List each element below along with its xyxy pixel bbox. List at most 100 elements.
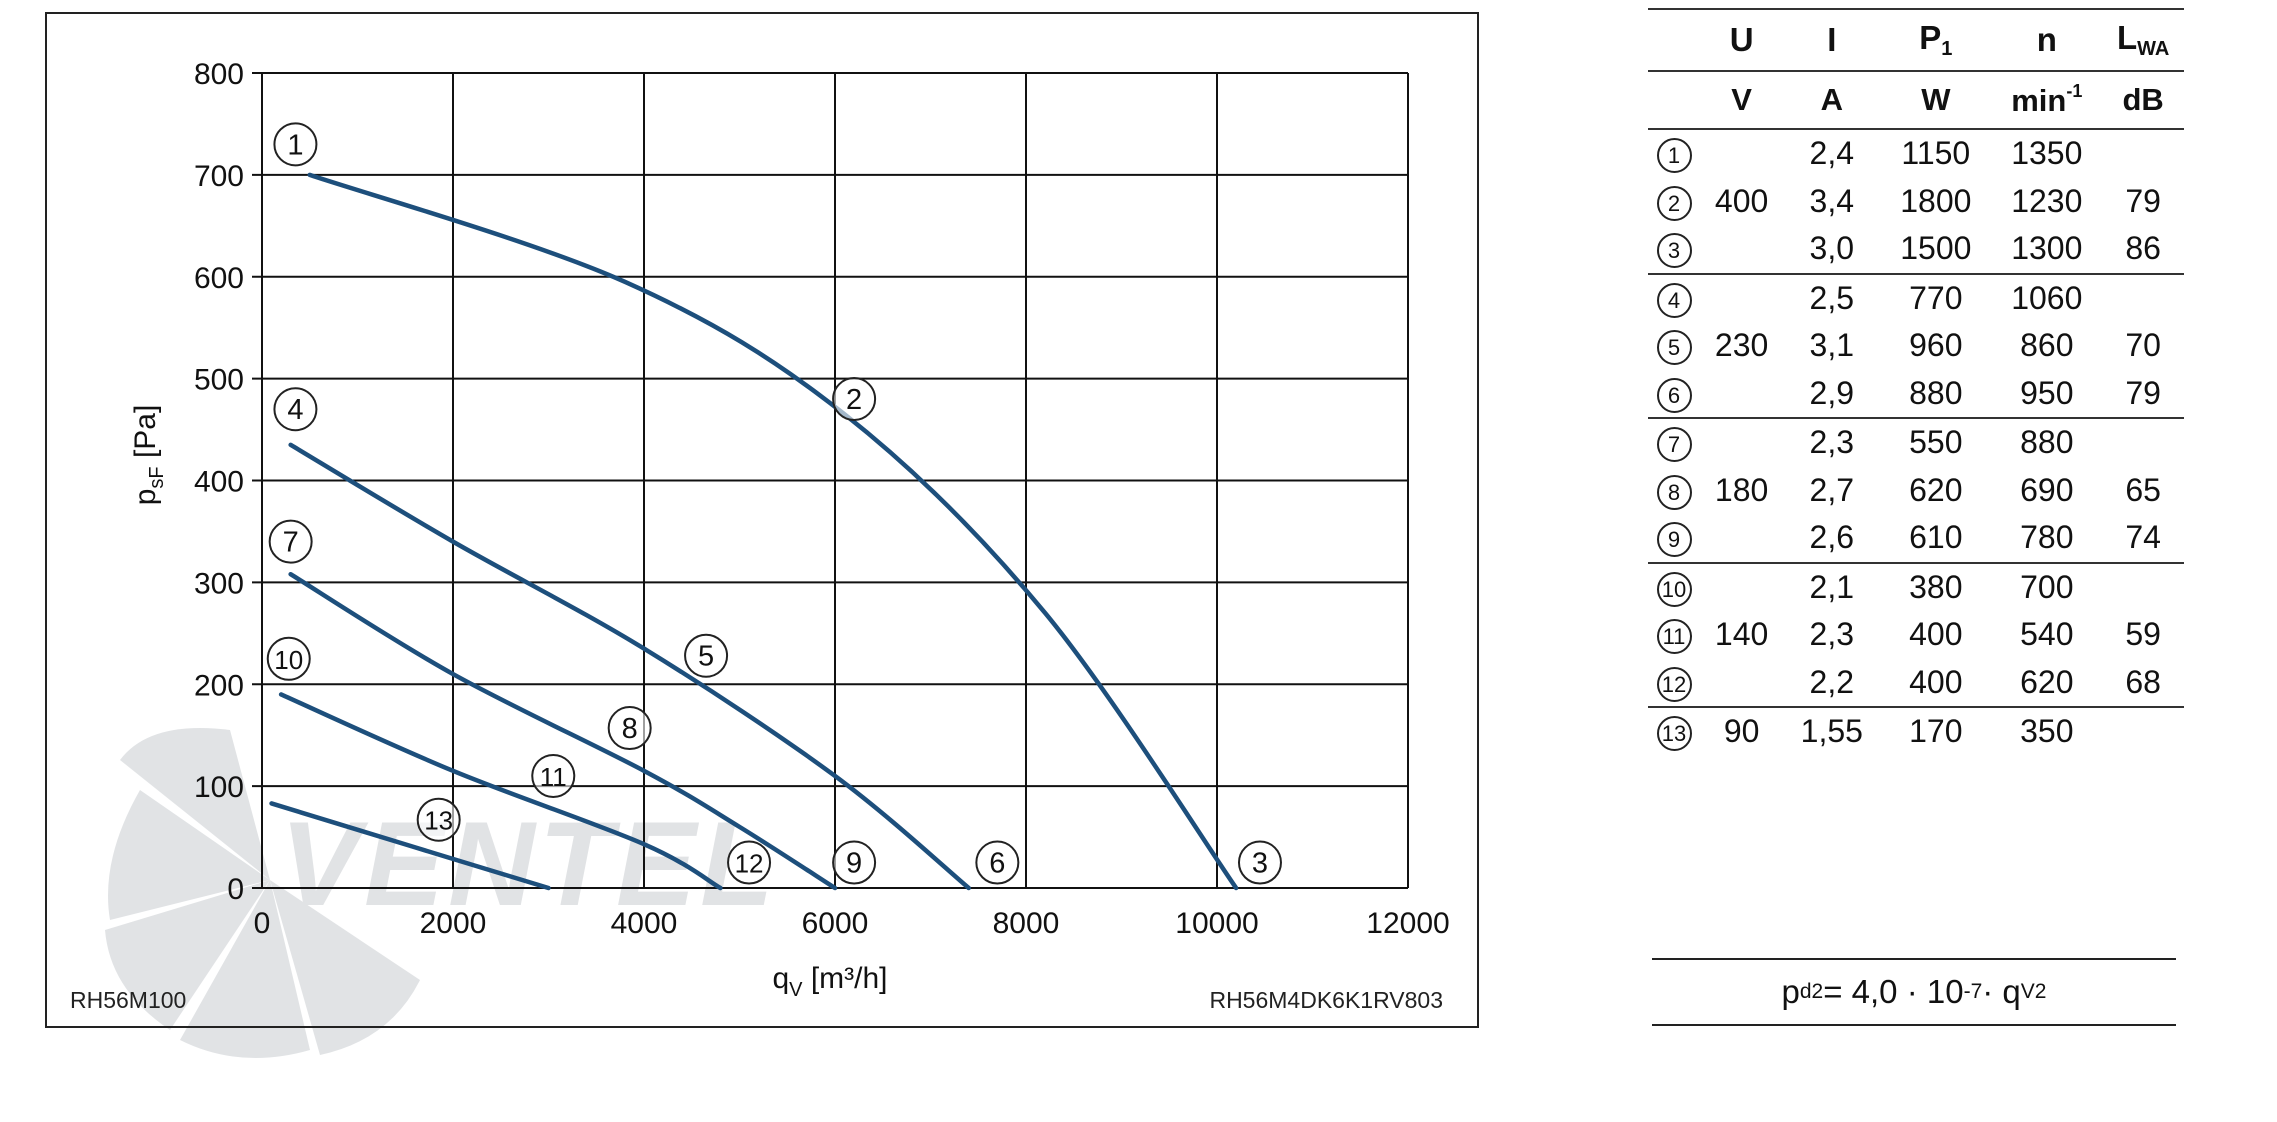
col-i-unit: A xyxy=(1820,82,1843,117)
y-tick-label: 800 xyxy=(194,58,244,91)
curve-label-badge: 10 xyxy=(266,636,311,681)
row-number: 7 xyxy=(1648,418,1700,467)
x-tick-label: 0 xyxy=(254,907,271,940)
cell-voltage: 400 xyxy=(1714,182,1769,219)
table-row: 11 140 2,3 400 540 59 xyxy=(1648,611,2184,659)
curve-number-badge: 10 xyxy=(1656,571,1692,607)
cell-power: 1800 xyxy=(1900,182,1972,219)
spec-table: U I P1 n LWA V A W min-1 dB 1 2,4 1150 1350… xyxy=(1648,8,2184,756)
curve-label-circle xyxy=(832,840,877,885)
col-num-header xyxy=(1648,9,1700,71)
row-number: 4 xyxy=(1648,274,1700,323)
cell-power: 880 xyxy=(1909,374,1963,411)
col-num-unit xyxy=(1648,71,1700,129)
cell-power: 380 xyxy=(1909,568,1963,605)
cell-speed: 880 xyxy=(2020,424,2074,461)
cell-speed: 1300 xyxy=(2011,230,2083,267)
col-u-header: U xyxy=(1729,21,1754,58)
curve-label-text: 7 xyxy=(283,527,299,559)
curve-label-circle xyxy=(832,377,877,421)
row-number: 2 xyxy=(1648,178,1700,226)
table-row: 9 2,6 610 780 74 xyxy=(1648,514,2184,563)
cell-current: 3,4 xyxy=(1809,182,1855,219)
y-tick-label: 700 xyxy=(194,160,244,193)
cell-voltage xyxy=(1700,129,1783,178)
cell-power: 620 xyxy=(1909,471,1963,508)
y-axis-title: psF [Pa] xyxy=(129,405,168,506)
cell-speed: 700 xyxy=(2020,568,2074,605)
curve-label-circle xyxy=(266,636,311,681)
curve-label-text: 3 xyxy=(1252,848,1268,880)
cell-current: 2,3 xyxy=(1809,616,1855,653)
cell-speed: 860 xyxy=(2020,327,2074,364)
footer-right-code: RH56M4DK6K1RV803 xyxy=(1209,987,1443,1013)
x-tick-label: 8000 xyxy=(993,907,1060,940)
cell-power: 400 xyxy=(1909,663,1963,700)
curve-label-text: 10 xyxy=(274,645,303,675)
curve-label-text: 11 xyxy=(540,762,567,792)
cell-current: 1,55 xyxy=(1800,713,1863,750)
cell-sound-level xyxy=(2102,274,2184,323)
cell-voltage: 230 xyxy=(1714,327,1769,364)
x-tick-label: 4000 xyxy=(611,907,678,940)
curve-label-text: 5 xyxy=(698,641,714,673)
curve-label-circle xyxy=(1237,840,1282,885)
curve-label-circle xyxy=(268,519,313,564)
curve-label-badge: 11 xyxy=(531,753,576,798)
curve-label-badge: 2 xyxy=(832,377,877,421)
curve-label-circle xyxy=(684,633,729,678)
cell-sound-level: 59 xyxy=(2125,616,2161,653)
row-number: 12 xyxy=(1648,659,1700,708)
cell-sound-level xyxy=(2102,418,2184,467)
cell-current: 2,6 xyxy=(1809,519,1855,556)
cell-sound-level xyxy=(2102,707,2184,756)
cell-power: 610 xyxy=(1909,519,1963,556)
curve-label-text: 13 xyxy=(424,806,453,836)
col-l-unit: dB xyxy=(2122,82,2164,117)
curve-number-badge: 13 xyxy=(1656,716,1692,752)
row-number: 10 xyxy=(1648,563,1700,612)
cell-speed: 950 xyxy=(2020,374,2074,411)
cell-power: 960 xyxy=(1909,327,1963,364)
cell-sound-level: 70 xyxy=(2125,327,2161,364)
table-row: 7 2,3 550 880 xyxy=(1648,418,2184,467)
cell-voltage xyxy=(1700,225,1783,274)
row-number: 5 xyxy=(1648,322,1700,370)
curve-number-badge: 6 xyxy=(1656,377,1692,413)
table-row: 1 2,4 1150 1350 xyxy=(1648,129,2184,178)
cell-power: 400 xyxy=(1909,616,1963,653)
cell-power: 1150 xyxy=(1901,135,1971,172)
cell-sound-level: 65 xyxy=(2125,471,2161,508)
table-row: 8 180 2,7 620 690 65 xyxy=(1648,467,2184,515)
y-tick-label: 100 xyxy=(194,771,244,804)
curve-number-badge: 11 xyxy=(1656,619,1692,655)
table-row: 6 2,9 880 950 79 xyxy=(1648,370,2184,419)
cell-current: 2,1 xyxy=(1809,568,1855,605)
cell-sound-level: 79 xyxy=(2125,182,2161,219)
row-number: 9 xyxy=(1648,514,1700,563)
cell-speed: 1060 xyxy=(2011,279,2083,316)
cell-voltage: 140 xyxy=(1714,616,1769,653)
curve-number-badge: 9 xyxy=(1656,522,1692,558)
curve-number-badge: 5 xyxy=(1656,330,1692,366)
cell-power: 770 xyxy=(1909,279,1963,316)
x-tick-label: 2000 xyxy=(420,907,487,940)
table-row: 12 2,2 400 620 68 xyxy=(1648,659,2184,708)
cell-speed: 540 xyxy=(2020,616,2074,653)
cell-speed: 620 xyxy=(2020,663,2074,700)
footer-left-code: RH56M100 xyxy=(70,987,186,1013)
cell-voltage xyxy=(1700,563,1783,612)
cell-current: 3,1 xyxy=(1809,327,1855,364)
row-number: 11 xyxy=(1648,611,1700,659)
cell-current: 2,3 xyxy=(1809,424,1855,461)
col-n-unit: min-1 xyxy=(2011,81,2083,118)
col-i-header: I xyxy=(1827,21,1837,58)
curve-label-badge: 3 xyxy=(1237,840,1282,885)
cell-current: 2,7 xyxy=(1809,471,1855,508)
curve-number-badge: 1 xyxy=(1656,138,1692,174)
curve-label-badge: 5 xyxy=(684,633,729,678)
curve-label-text: 8 xyxy=(622,713,638,745)
curve-number-badge: 12 xyxy=(1656,666,1692,702)
table-row: 10 2,1 380 700 xyxy=(1648,562,2184,612)
